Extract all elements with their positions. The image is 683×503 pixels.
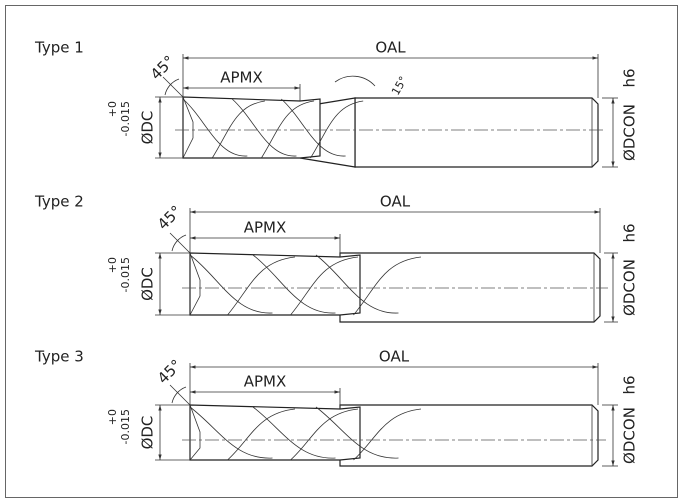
flute-body: [182, 96, 321, 159]
flute-body: [189, 404, 361, 461]
type-title: Type 1: [34, 39, 84, 57]
shank: [339, 252, 601, 323]
helix: [261, 100, 315, 159]
helix: [182, 98, 248, 157]
oal-label: OAL: [380, 193, 411, 211]
shank: [354, 97, 599, 168]
helix: [211, 100, 265, 159]
helix: [353, 256, 422, 316]
angle-line: [169, 232, 191, 254]
tool-drawing: Type 3 OAL APMX 45° ØDC +0 -0.015 h6 ØDCON: [34, 348, 639, 467]
helix: [231, 98, 297, 157]
oal-label: OAL: [379, 348, 410, 366]
angle-line: [169, 384, 191, 406]
oal-label: OAL: [375, 39, 406, 57]
neck-angle: 15°: [389, 74, 410, 97]
helix: [281, 98, 346, 157]
shank: [339, 404, 599, 467]
dcon-label: ØDCON: [621, 407, 639, 464]
tolerance-lower: -0.015: [119, 409, 132, 444]
fit-label: h6: [621, 375, 639, 394]
dcon-label: ØDCON: [621, 259, 639, 316]
apmx-label: APMX: [220, 69, 263, 87]
angle-arc: [171, 386, 187, 404]
helix: [252, 406, 336, 459]
helix: [227, 408, 296, 461]
dc-label: ØDC: [139, 267, 157, 301]
dc-label: ØDC: [139, 416, 157, 450]
angle-arc: [171, 234, 187, 252]
helix: [290, 256, 359, 316]
helix: [315, 254, 399, 314]
angle-arc: [164, 78, 180, 96]
fit-label: h6: [621, 68, 639, 87]
apmx-label: APMX: [244, 373, 287, 391]
helix: [290, 408, 359, 461]
tool-drawing: Type 2 OAL APMX 45° ØDC +0 -0.015 h6 ØDCON: [34, 193, 639, 323]
helix: [315, 406, 399, 459]
fit-label: h6: [621, 223, 639, 242]
helix: [189, 254, 273, 314]
helix-angle: 45°: [154, 202, 186, 234]
dc-label: ØDC: [139, 111, 157, 145]
frame: [5, 5, 678, 498]
tolerance-lower: -0.015: [119, 101, 132, 136]
tolerance-lower: -0.015: [119, 257, 132, 292]
helix: [252, 254, 336, 314]
dcon-label: ØDCON: [621, 104, 639, 161]
type-title: Type 3: [34, 348, 84, 366]
angle-line: [162, 76, 184, 98]
helix-angle: 45°: [154, 356, 186, 388]
helix: [189, 406, 273, 459]
tolerance-upper: +0: [106, 257, 119, 273]
helix-angle: 45°: [147, 52, 179, 84]
tool-drawing: Type 1 OAL APMX 45° 15° ØDC +0 -0.015 h6 ØDCON: [34, 39, 639, 168]
helix: [353, 408, 422, 461]
apmx-label: APMX: [244, 219, 287, 237]
type-title: Type 2: [34, 193, 84, 211]
tolerance-upper: +0: [106, 409, 119, 425]
helix: [227, 256, 296, 316]
angle-arc: [334, 75, 376, 87]
tolerance-upper: +0: [106, 101, 119, 117]
helix: [310, 100, 364, 159]
